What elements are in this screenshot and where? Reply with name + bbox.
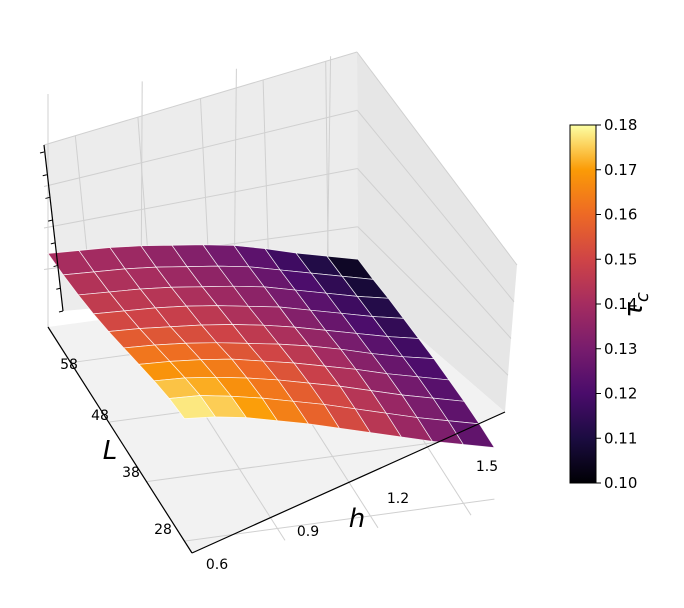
h-tick-1.5: 1.5 [476, 459, 498, 475]
L-tick-58: 58 [60, 357, 78, 373]
colorbar-tick-label: 0.18 [604, 116, 637, 134]
L-axis-line [47, 326, 193, 554]
colorbar-tick-label: 0.11 [604, 429, 637, 447]
colorbar: 0.100.110.120.130.140.150.160.170.18 τc [569, 116, 653, 492]
colorbar-gradient [569, 124, 597, 484]
colorbar-tick-label: 0.14 [604, 295, 637, 313]
back-wall-right [357, 52, 517, 412]
colorbar-ticks: 0.10 0.11 0.12 0.13 0.14 0.15 0.16 0.17 0.18 [596, 116, 637, 492]
L-tick-labels: 28 38 48 58 [60, 357, 172, 538]
h-tick-1.2: 1.2 [387, 491, 409, 507]
colorbar-tick-label: 0.13 [604, 340, 637, 358]
colorbar-tick-label: 0.16 [604, 206, 637, 224]
colorbar-tick-label: 0.15 [604, 250, 637, 268]
colorbar-tick-label: 0.10 [604, 474, 637, 492]
h-tick-0.9: 0.9 [297, 524, 319, 540]
h-tick-0.6: 0.6 [206, 557, 228, 573]
h-axis-line [191, 411, 506, 554]
L-axis-label: L [103, 436, 118, 466]
surface-cell [447, 420, 496, 449]
L-tick-38: 38 [122, 465, 140, 481]
z-axis-ticks [39, 151, 64, 313]
colorbar-tick-label: 0.12 [604, 385, 637, 403]
L-tick-28: 28 [154, 522, 172, 538]
colorbar-tick-label: 0.17 [604, 161, 637, 179]
back-wall-left [44, 52, 358, 311]
z-axis-line [43, 144, 64, 312]
surface-mesh [47, 244, 496, 449]
h-axis-label: h [349, 504, 365, 534]
L-tick-48: 48 [91, 408, 109, 424]
h-tick-labels: 0.6 0.9 1.2 1.5 [206, 459, 498, 573]
